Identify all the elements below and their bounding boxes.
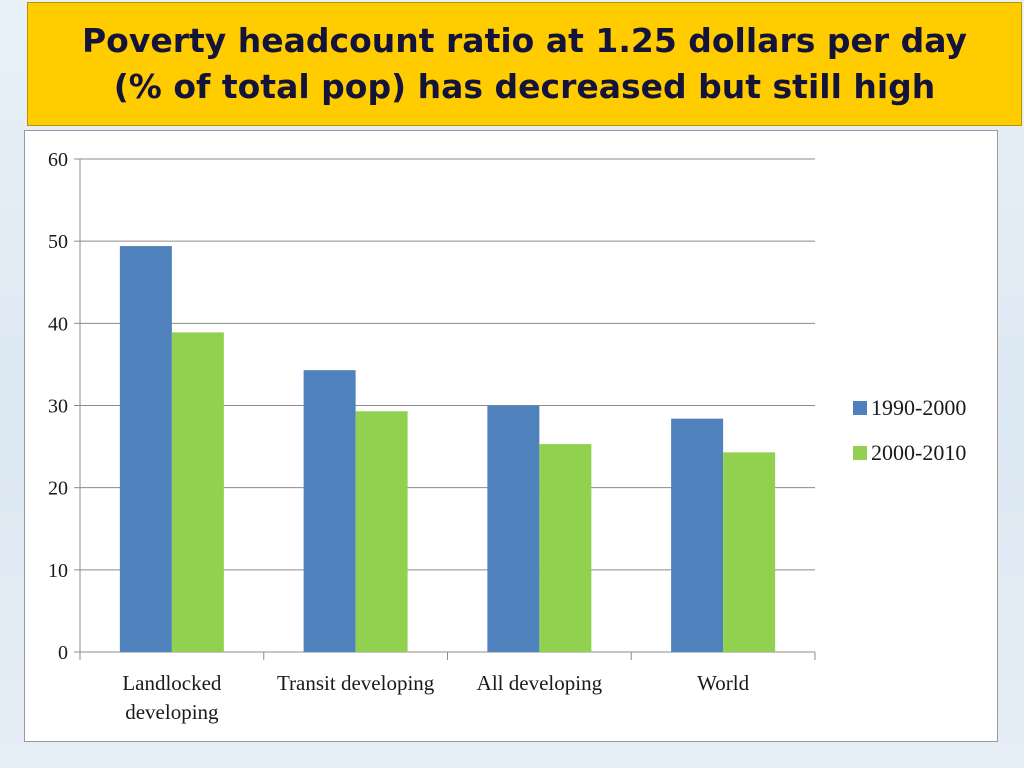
y-tick-label: 20 (48, 478, 68, 500)
bar-2000-2010-1 (355, 411, 408, 652)
y-tick-label: 60 (48, 149, 68, 171)
x-category-label: World (697, 671, 749, 695)
legend-swatch-1990-2000 (853, 401, 867, 415)
bar-1990-2000-1 (303, 370, 356, 652)
y-tick-label: 0 (58, 642, 68, 664)
x-category-label: Transit developing (277, 671, 435, 695)
title-banner: Poverty headcount ratio at 1.25 dollars … (27, 2, 1022, 126)
bar-2000-2010-2 (539, 444, 592, 652)
y-tick-label: 10 (48, 560, 68, 582)
title-line-2: (% of total pop) has decreased but still… (113, 67, 936, 106)
x-category-label: developing (125, 700, 219, 724)
bar-2000-2010-0 (171, 332, 224, 652)
title-line-1: Poverty headcount ratio at 1.25 dollars … (81, 21, 968, 60)
legend-label: 2000-2010 (871, 440, 966, 465)
chart-frame: 0 10 20 30 40 50 60 Landlocked developing Transit… (24, 130, 998, 742)
x-category-label: All developing (477, 671, 603, 695)
bar-2000-2010-3 (723, 452, 776, 652)
x-category-label: Landlocked (122, 671, 222, 695)
bar-chart: 0 10 20 30 40 50 60 Landlocked developing Transit… (48, 149, 966, 724)
y-tick-label: 40 (48, 313, 68, 335)
legend-label: 1990-2000 (871, 395, 966, 420)
bar-1990-2000-0 (119, 246, 172, 652)
y-tick-label: 30 (48, 396, 68, 418)
legend-swatch-2000-2010 (853, 446, 867, 460)
bar-1990-2000-2 (487, 405, 540, 652)
bar-1990-2000-3 (671, 418, 724, 652)
y-tick-label: 50 (48, 231, 68, 253)
